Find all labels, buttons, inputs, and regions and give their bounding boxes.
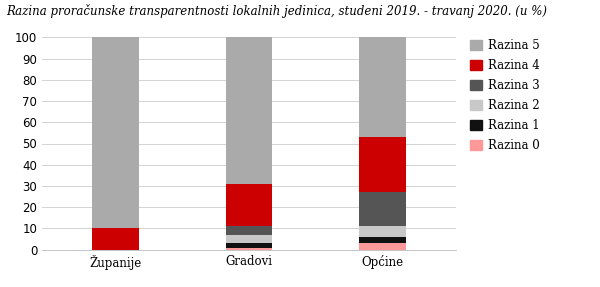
Bar (359, 226, 406, 237)
Bar (92, 228, 139, 250)
Bar (226, 248, 272, 250)
Bar (226, 243, 272, 248)
Bar (226, 37, 272, 184)
Bar (359, 37, 406, 137)
Bar (359, 237, 406, 243)
Bar (359, 243, 406, 250)
Legend: Razina 5, Razina 4, Razina 3, Razina 2, Razina 1, Razina 0: Razina 5, Razina 4, Razina 3, Razina 2, … (470, 39, 539, 152)
Bar (226, 184, 272, 226)
Bar (359, 192, 406, 226)
Bar (359, 137, 406, 192)
Text: Razina proračunske transparentnosti lokalnih jedinica, studeni 2019. - travanj 2: Razina proračunske transparentnosti loka… (6, 4, 547, 18)
Bar (226, 235, 272, 243)
Bar (92, 37, 139, 228)
Bar (226, 226, 272, 235)
